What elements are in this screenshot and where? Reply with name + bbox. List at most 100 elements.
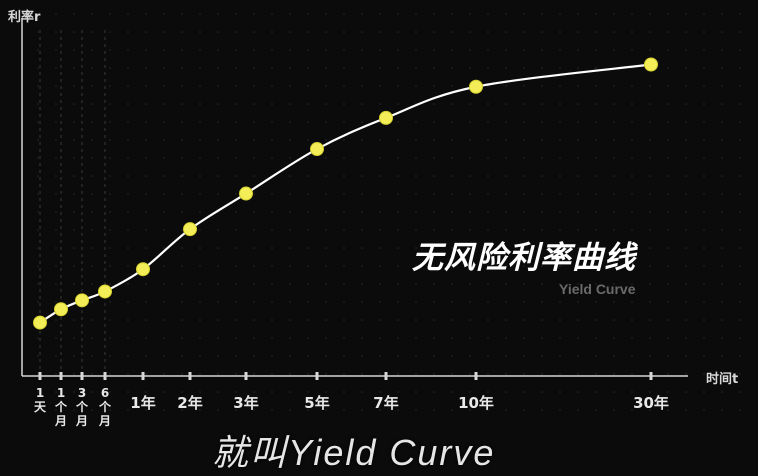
grid-dot: [91, 247, 93, 249]
grid-dot: [613, 175, 615, 177]
yield-point: [379, 110, 393, 125]
grid-dot: [595, 13, 597, 15]
grid-dot: [685, 49, 687, 51]
grid-dot: [487, 49, 489, 51]
grid-dot: [523, 337, 525, 339]
grid-dot: [541, 265, 543, 267]
grid-dot: [559, 283, 561, 285]
grid-dot: [631, 373, 633, 375]
grid-dot: [415, 373, 417, 375]
grid-dot: [577, 13, 579, 15]
grid-dot: [379, 283, 381, 285]
grid-dot: [253, 157, 255, 159]
grid-dot: [55, 301, 57, 303]
grid-dot: [505, 157, 507, 159]
grid-dot: [595, 49, 597, 51]
grid-dot: [523, 31, 525, 33]
grid-dot: [325, 121, 327, 123]
grid-dot: [541, 283, 543, 285]
grid-dot: [307, 139, 309, 141]
grid-dot: [415, 85, 417, 87]
grid-dot: [523, 211, 525, 213]
grid-dot: [109, 373, 111, 375]
grid-dot: [487, 283, 489, 285]
x-axis-label: 时间t: [706, 372, 739, 387]
grid-dot: [505, 85, 507, 87]
grid-dot: [595, 229, 597, 231]
grid-dot: [577, 121, 579, 123]
grid-dot: [703, 409, 705, 411]
grid-dot: [415, 355, 417, 357]
grid-dot: [109, 121, 111, 123]
x-tick-label-line: 月: [54, 414, 67, 428]
grid-dot: [685, 67, 687, 69]
grid-dot: [667, 13, 669, 15]
grid-dot: [199, 319, 201, 321]
grid-dot: [361, 103, 363, 105]
grid-dot: [325, 265, 327, 267]
grid-dot: [55, 355, 57, 357]
grid-dot: [55, 211, 57, 213]
grid-dot: [73, 193, 75, 195]
grid-dot: [451, 355, 453, 357]
yield-point: [75, 293, 89, 308]
x-tick-label-line: 月: [75, 414, 88, 428]
grid-dot: [217, 85, 219, 87]
grid-dot: [433, 85, 435, 87]
grid-dot: [145, 85, 147, 87]
grid-dot: [541, 355, 543, 357]
grid-dot: [667, 301, 669, 303]
grid-dot: [55, 265, 57, 267]
grid-dot: [91, 139, 93, 141]
grid-dot: [613, 13, 615, 15]
grid-dot: [721, 373, 723, 375]
grid-dot: [73, 121, 75, 123]
grid-dot: [739, 157, 741, 159]
grid-dot: [451, 103, 453, 105]
grid-dot: [325, 175, 327, 177]
grid-dot: [199, 283, 201, 285]
grid-dot: [541, 337, 543, 339]
grid-dot: [127, 13, 129, 15]
grid-dot: [289, 67, 291, 69]
grid-dot: [433, 49, 435, 51]
grid-dot: [343, 121, 345, 123]
grid-dot: [271, 49, 273, 51]
grid-dot: [685, 247, 687, 249]
grid-dot: [469, 121, 471, 123]
grid-dot: [397, 373, 399, 375]
grid-dot: [721, 139, 723, 141]
grid-dot: [361, 229, 363, 231]
grid-dot: [559, 373, 561, 375]
grid-dot: [181, 229, 183, 231]
grid-dot: [379, 373, 381, 375]
grid-dot: [685, 211, 687, 213]
grid-dot: [343, 139, 345, 141]
x-tick-label: 1年: [130, 394, 155, 412]
grid-dot: [577, 157, 579, 159]
grid-dot: [649, 409, 651, 411]
grid-dot: [613, 373, 615, 375]
grid-dot: [739, 319, 741, 321]
grid-dot: [451, 337, 453, 339]
grid-dot: [559, 103, 561, 105]
grid-dot: [163, 355, 165, 357]
grid-dot: [271, 337, 273, 339]
grid-dot: [667, 49, 669, 51]
grid-dot: [739, 49, 741, 51]
grid-dot: [379, 49, 381, 51]
grid-dot: [163, 211, 165, 213]
grid-dot: [73, 355, 75, 357]
grid-dot: [325, 211, 327, 213]
grid-dot: [703, 337, 705, 339]
grid-dot: [739, 301, 741, 303]
grid-dot: [433, 247, 435, 249]
grid-dot: [415, 301, 417, 303]
grid-dot: [361, 67, 363, 69]
grid-dot: [235, 49, 237, 51]
grid-dot: [415, 175, 417, 177]
grid-dot: [109, 103, 111, 105]
grid-dot: [415, 211, 417, 213]
grid-dot: [451, 193, 453, 195]
